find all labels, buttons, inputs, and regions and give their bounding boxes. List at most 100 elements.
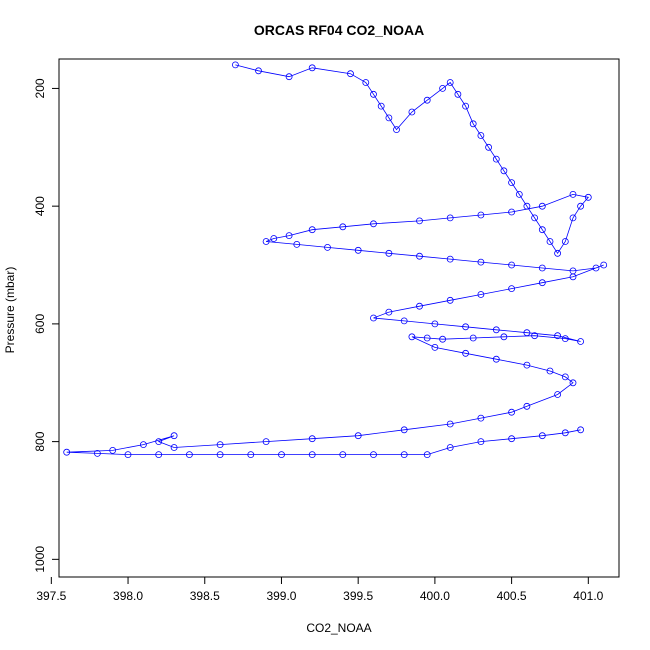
data-point — [454, 90, 462, 98]
y-axis: 200 400 600 800 1000 — [33, 78, 59, 573]
data-point — [477, 132, 485, 139]
data-point — [423, 451, 431, 459]
y-tick-label: 800 — [33, 431, 47, 451]
data-point — [546, 238, 554, 245]
data-point — [492, 155, 500, 163]
data-point — [385, 114, 393, 122]
data-point — [538, 202, 546, 210]
data-point — [155, 451, 163, 459]
data-point — [216, 441, 224, 449]
data-point — [477, 291, 485, 298]
x-tick-label: 400.0 — [420, 589, 450, 603]
data-point — [523, 402, 531, 410]
data-point — [462, 323, 470, 331]
data-point — [155, 438, 163, 446]
x-tick-label: 398.5 — [190, 589, 220, 603]
data-point — [523, 329, 531, 337]
data-point — [508, 435, 516, 443]
data-point — [469, 120, 477, 128]
x-axis: 397.5 398.0 398.5 399.0 399.5 400.0 400.5 401.0 — [36, 577, 604, 603]
data-point — [247, 451, 255, 459]
data-point — [515, 190, 523, 198]
data-point — [285, 232, 293, 240]
data-point — [561, 238, 569, 245]
data-point — [94, 449, 101, 457]
y-tick-label: 200 — [33, 78, 47, 98]
data-point — [546, 367, 554, 375]
data-point — [577, 338, 584, 345]
data-point — [561, 429, 569, 437]
data-point — [561, 373, 569, 381]
data-point — [393, 126, 400, 134]
data-point — [477, 211, 485, 219]
series-line — [66, 64, 604, 456]
x-axis-label: CO2_NOAA — [306, 621, 371, 635]
data-point — [285, 73, 293, 81]
data-point — [262, 438, 270, 446]
data-point — [185, 451, 193, 459]
data-point — [308, 226, 316, 234]
data-point — [569, 379, 577, 387]
data-point — [170, 432, 178, 440]
data-point — [592, 264, 600, 272]
data-point — [400, 317, 408, 325]
data-point — [324, 243, 331, 251]
data-point — [423, 334, 431, 342]
data-point — [385, 308, 393, 316]
data-point — [170, 444, 178, 451]
data-point — [400, 451, 408, 459]
data-point — [508, 408, 516, 416]
x-tick-label: 399.0 — [266, 589, 296, 603]
data-point — [216, 451, 224, 459]
data-point — [339, 451, 347, 459]
data-point — [577, 202, 584, 210]
y-tick-label: 400 — [33, 196, 47, 216]
y-tick-label: 1000 — [33, 546, 47, 573]
data-point — [523, 361, 531, 369]
data-point — [538, 226, 546, 234]
data-point — [446, 296, 454, 304]
x-tick-label: 401.0 — [573, 589, 603, 603]
data-point — [554, 332, 561, 340]
data-point — [431, 320, 439, 328]
data-point — [139, 441, 147, 449]
data-point — [500, 167, 508, 175]
data-point — [508, 208, 516, 216]
data-point — [446, 444, 454, 451]
data-point — [308, 435, 316, 443]
data-point — [308, 64, 316, 72]
data-point — [462, 102, 470, 110]
x-tick-label: 398.0 — [113, 589, 143, 603]
data-point — [508, 179, 516, 187]
data-point — [408, 333, 416, 341]
data-point — [446, 420, 454, 428]
data-point — [293, 240, 301, 248]
data-point — [124, 451, 132, 459]
data-point — [477, 438, 485, 446]
data-point — [561, 335, 569, 343]
data-point — [538, 279, 546, 287]
data-point — [531, 332, 538, 340]
plot-area — [63, 61, 608, 459]
data-point — [339, 223, 347, 231]
data-point — [554, 249, 561, 257]
data-point — [370, 220, 377, 228]
data-point — [362, 79, 370, 86]
x-tick-label: 399.5 — [343, 589, 373, 603]
data-point — [492, 326, 500, 334]
x-tick-label: 397.5 — [36, 589, 66, 603]
y-axis-label: Pressure (mbar) — [3, 267, 17, 354]
x-tick-label: 400.5 — [497, 589, 527, 603]
data-point — [377, 102, 385, 110]
data-point — [569, 214, 577, 222]
y-tick-label: 600 — [33, 314, 47, 334]
data-point — [469, 334, 477, 342]
data-point — [554, 391, 561, 398]
data-point — [531, 214, 538, 222]
data-point — [408, 108, 416, 116]
data-point — [446, 79, 454, 86]
data-point — [508, 285, 516, 293]
chart-title: ORCAS RF04 CO2_NOAA — [254, 22, 424, 38]
data-point — [538, 264, 546, 272]
